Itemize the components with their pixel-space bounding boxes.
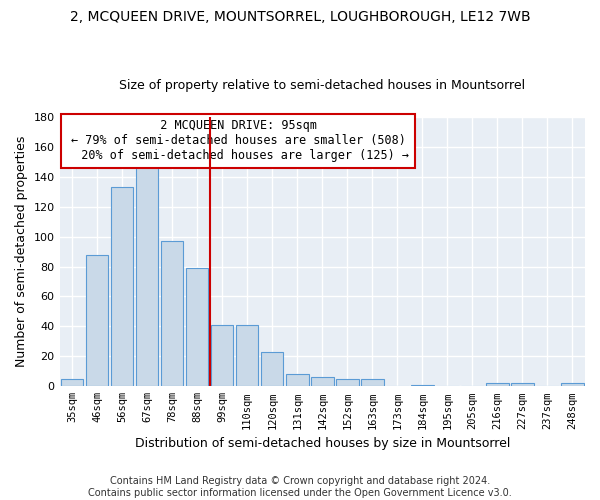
Bar [486,384,509,386]
Bar [286,374,308,386]
X-axis label: Distribution of semi-detached houses by size in Mountsorrel: Distribution of semi-detached houses by … [134,437,510,450]
Bar [511,384,534,386]
Bar [261,352,283,386]
Bar [411,385,434,386]
Bar [111,187,133,386]
Bar [561,384,584,386]
Bar [361,379,383,386]
Text: Contains HM Land Registry data © Crown copyright and database right 2024.
Contai: Contains HM Land Registry data © Crown c… [88,476,512,498]
Bar [211,325,233,386]
Bar [236,325,259,386]
Bar [186,268,208,386]
Title: Size of property relative to semi-detached houses in Mountsorrel: Size of property relative to semi-detach… [119,79,526,92]
Bar [86,254,109,386]
Bar [311,378,334,386]
Bar [336,379,359,386]
Y-axis label: Number of semi-detached properties: Number of semi-detached properties [15,136,28,367]
Bar [61,379,83,386]
Text: 2 MCQUEEN DRIVE: 95sqm  
← 79% of semi-detached houses are smaller (508)
  20% o: 2 MCQUEEN DRIVE: 95sqm ← 79% of semi-det… [67,120,409,162]
Bar [136,164,158,386]
Text: 2, MCQUEEN DRIVE, MOUNTSORREL, LOUGHBOROUGH, LE12 7WB: 2, MCQUEEN DRIVE, MOUNTSORREL, LOUGHBORO… [70,10,530,24]
Bar [161,241,184,386]
